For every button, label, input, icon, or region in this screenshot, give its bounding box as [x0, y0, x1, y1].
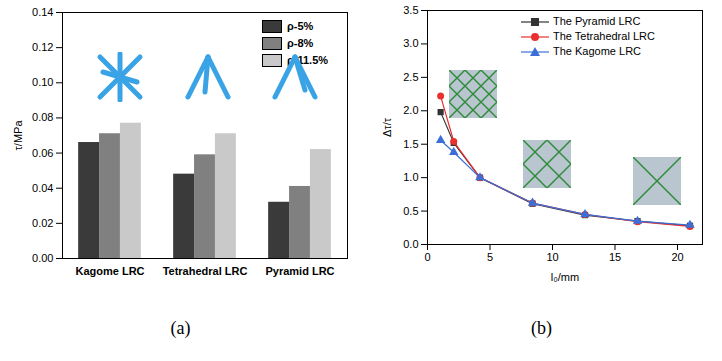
html-text:The Pyramid LRC: The Pyramid LRC [553, 15, 641, 27]
svg-text:Tetrahedral LRC: Tetrahedral LRC [163, 265, 248, 277]
svg-text:0.06: 0.06 [32, 147, 53, 159]
svg-text:2.5: 2.5 [403, 71, 418, 83]
svg-text:0.5: 0.5 [403, 205, 418, 217]
svg-text:2.0: 2.0 [403, 104, 418, 116]
html-text:(b): (b) [531, 318, 552, 338]
svg-text:0.10: 0.10 [32, 76, 53, 88]
svg-text:l₀/mm: l₀/mm [551, 271, 579, 283]
svg-text:0.04: 0.04 [32, 182, 53, 194]
svg-text:0.12: 0.12 [32, 41, 53, 53]
svg-text:τ/MPa: τ/MPa [12, 120, 24, 151]
svg-text:0: 0 [424, 251, 430, 263]
svg-text:Pyramid LRC: Pyramid LRC [265, 265, 334, 277]
svg-text:20: 20 [671, 251, 683, 263]
html-text:ρ-11.5%: ρ-11.5% [287, 54, 329, 66]
svg-text:10: 10 [546, 251, 558, 263]
svg-text:5: 5 [487, 251, 493, 263]
svg-text:1.5: 1.5 [403, 138, 418, 150]
svg-text:0.0: 0.0 [403, 238, 418, 250]
svg-text:1.0: 1.0 [403, 171, 418, 183]
svg-text:0.08: 0.08 [32, 111, 53, 123]
svg-text:Kagome LRC: Kagome LRC [75, 265, 144, 277]
svg-text:0.00: 0.00 [32, 252, 53, 264]
svg-text:Δτ/τ: Δτ/τ [381, 117, 393, 137]
html-text:The Kagome LRC: The Kagome LRC [553, 45, 641, 57]
html-text:The Tetrahedral LRC: The Tetrahedral LRC [553, 30, 655, 42]
html-text:(a): (a) [170, 318, 191, 338]
html-text:ρ-8%: ρ-8% [287, 37, 314, 49]
html-text:ρ-5%: ρ-5% [287, 20, 314, 32]
svg-text:3.5: 3.5 [403, 4, 418, 16]
svg-text:15: 15 [609, 251, 621, 263]
svg-text:3.0: 3.0 [403, 37, 418, 49]
svg-text:0.02: 0.02 [32, 217, 53, 229]
svg-text:0.14: 0.14 [32, 6, 53, 18]
